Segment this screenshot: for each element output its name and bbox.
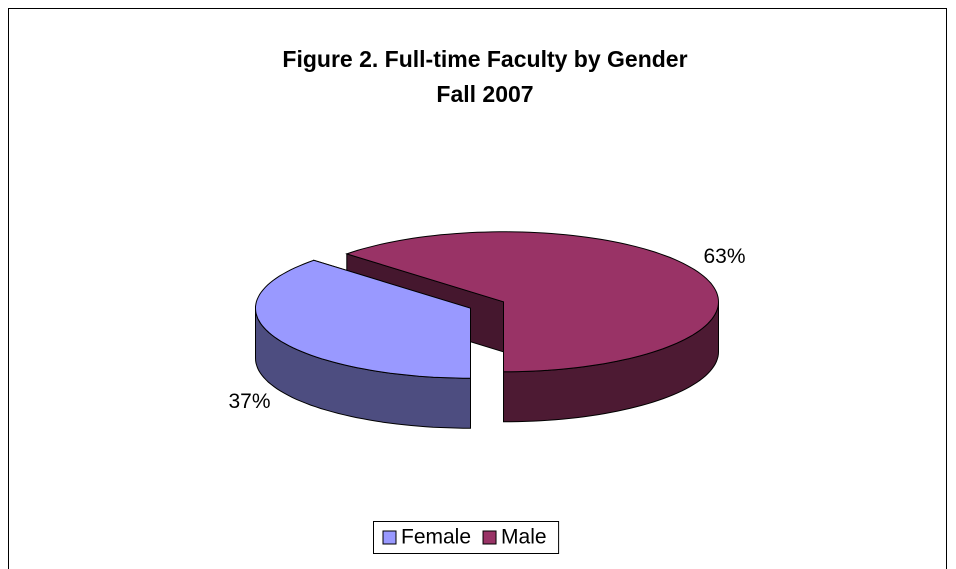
- legend: Female Male: [373, 521, 560, 554]
- chart-subtitle: Fall 2007: [436, 81, 533, 107]
- slice-top: [345, 231, 720, 373]
- pie: 37% 63%: [228, 231, 746, 429]
- slice-top: [255, 259, 471, 379]
- legend-swatch: [482, 530, 497, 545]
- chart-frame: [8, 8, 947, 569]
- legend-swatch: [382, 530, 397, 545]
- data-label: 63%: [703, 245, 745, 268]
- legend-label: Female: [401, 526, 471, 549]
- legend-box: [373, 521, 560, 554]
- legend-label: Male: [501, 526, 547, 549]
- data-label: 37%: [228, 390, 270, 413]
- chart-title: Figure 2. Full-time Faculty by Gender: [282, 46, 687, 72]
